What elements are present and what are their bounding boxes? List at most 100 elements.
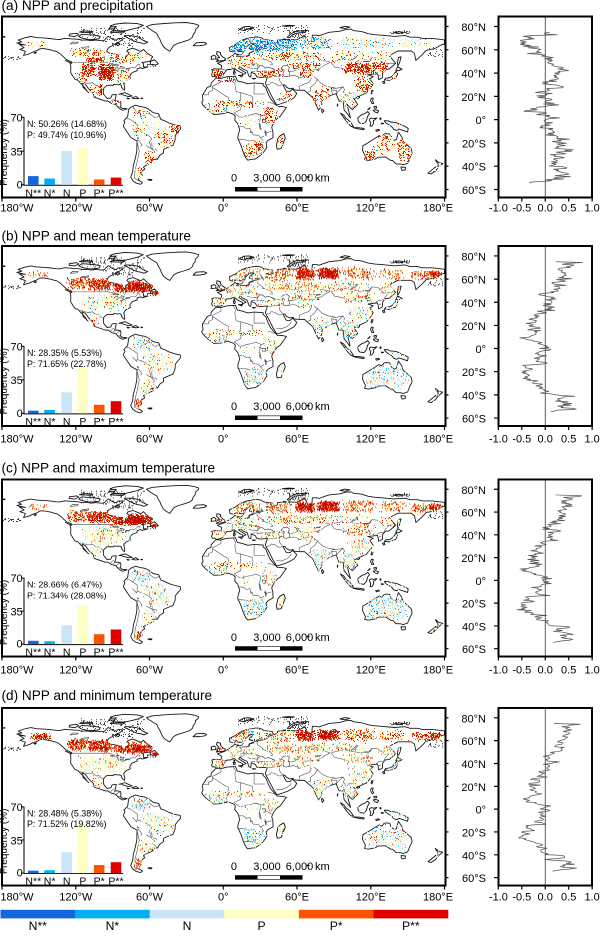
svg-text:1.0: 1.0: [584, 434, 599, 446]
svg-text:N: N: [63, 417, 71, 428]
svg-text:20°S: 20°S: [462, 367, 486, 379]
svg-text:-0.5: -0.5: [512, 203, 531, 215]
svg-text:P*: P*: [94, 417, 105, 428]
svg-text:35: 35: [10, 607, 22, 619]
svg-text:0°: 0°: [218, 434, 229, 446]
svg-text:80°N: 80°N: [461, 485, 486, 497]
svg-text:0°: 0°: [218, 203, 229, 215]
svg-text:20°S: 20°S: [462, 138, 486, 150]
svg-text:20°S: 20°S: [462, 828, 486, 840]
svg-text:0°: 0°: [475, 344, 486, 356]
svg-text:P**: P**: [108, 647, 123, 658]
svg-text:40°N: 40°N: [461, 759, 486, 771]
svg-text:N: 28.48% (5.38%): N: 28.48% (5.38%): [27, 808, 102, 818]
svg-text:60°W: 60°W: [136, 434, 164, 446]
svg-text:0: 0: [17, 180, 23, 192]
svg-text:0.0: 0.0: [538, 434, 553, 446]
svg-text:180°W: 180°W: [0, 665, 34, 677]
svg-text:180°E: 180°E: [423, 665, 453, 677]
svg-text:0.5: 0.5: [561, 892, 576, 904]
svg-text:40°S: 40°S: [462, 850, 486, 862]
svg-text:60°E: 60°E: [285, 203, 309, 215]
svg-text:70: 70: [10, 573, 22, 585]
svg-text:P: 71.65% (22.78%): P: 71.65% (22.78%): [27, 359, 107, 369]
svg-text:180°E: 180°E: [423, 203, 453, 215]
svg-text:N: 50.26% (14.68%): N: 50.26% (14.68%): [27, 119, 107, 129]
svg-text:120°W: 120°W: [59, 665, 93, 677]
svg-text:1.0: 1.0: [584, 203, 599, 215]
svg-text:N*: N*: [44, 417, 56, 428]
svg-text:0.5: 0.5: [561, 665, 576, 677]
svg-text:P**: P**: [108, 187, 123, 199]
svg-text:0: 0: [17, 868, 23, 880]
svg-text:P: 71.52% (19.82%): P: 71.52% (19.82%): [27, 819, 107, 829]
svg-text:120°E: 120°E: [356, 203, 386, 215]
svg-text:60°N: 60°N: [461, 45, 486, 57]
svg-text:180°E: 180°E: [423, 434, 453, 446]
svg-text:N*: N*: [44, 876, 56, 887]
svg-text:60°N: 60°N: [461, 275, 486, 287]
svg-text:N: N: [63, 187, 71, 199]
svg-text:0.0: 0.0: [538, 892, 553, 904]
svg-text:35: 35: [10, 375, 22, 387]
svg-text:Frequency (%): Frequency (%): [0, 809, 10, 875]
svg-text:P: P: [79, 187, 86, 199]
svg-text:P*: P*: [94, 187, 105, 199]
svg-text:Frequency (%): Frequency (%): [0, 119, 10, 186]
svg-text:60°S: 60°S: [462, 644, 486, 656]
svg-text:-1.0: -1.0: [489, 434, 508, 446]
svg-text:0°: 0°: [218, 892, 229, 904]
svg-text:60°S: 60°S: [462, 185, 486, 197]
svg-text:60°E: 60°E: [285, 665, 309, 677]
svg-text:70: 70: [10, 802, 22, 814]
svg-text:20°S: 20°S: [462, 599, 486, 611]
svg-text:60°W: 60°W: [136, 892, 164, 904]
svg-text:-0.5: -0.5: [512, 665, 531, 677]
svg-text:20°N: 20°N: [461, 782, 486, 794]
svg-text:60°S: 60°S: [462, 414, 486, 426]
svg-text:N: N: [63, 876, 71, 887]
svg-text:Frequency (%): Frequency (%): [0, 348, 10, 414]
svg-text:N**: N**: [25, 417, 41, 428]
svg-text:(a) NPP and precipitation: (a) NPP and precipitation: [2, 0, 154, 13]
svg-text:Frequency (%): Frequency (%): [0, 580, 10, 645]
svg-text:P*: P*: [94, 876, 105, 887]
svg-text:180°W: 180°W: [0, 203, 34, 215]
svg-text:180°W: 180°W: [0, 892, 34, 904]
svg-text:P**: P**: [108, 417, 123, 428]
svg-text:80°N: 80°N: [461, 251, 486, 263]
svg-text:60°E: 60°E: [285, 892, 309, 904]
svg-text:N*: N*: [44, 187, 56, 199]
svg-text:N**: N**: [25, 876, 41, 887]
svg-text:120°E: 120°E: [356, 665, 386, 677]
svg-text:80°N: 80°N: [461, 22, 486, 34]
svg-text:120°E: 120°E: [356, 434, 386, 446]
svg-text:N**: N**: [29, 919, 48, 932]
svg-text:35: 35: [10, 147, 22, 159]
svg-text:1.0: 1.0: [584, 892, 599, 904]
svg-text:P*: P*: [94, 647, 105, 658]
svg-text:N**: N**: [25, 647, 41, 658]
svg-text:P: P: [79, 647, 86, 658]
svg-text:120°W: 120°W: [59, 434, 93, 446]
svg-text:0: 0: [17, 408, 23, 420]
svg-text:P**: P**: [402, 919, 420, 932]
svg-text:-0.5: -0.5: [512, 434, 531, 446]
svg-text:-1.0: -1.0: [489, 665, 508, 677]
svg-text:N*: N*: [44, 647, 56, 658]
svg-text:60°E: 60°E: [285, 434, 309, 446]
svg-text:N**: N**: [25, 187, 41, 199]
svg-text:40°S: 40°S: [462, 162, 486, 174]
svg-text:0°: 0°: [218, 665, 229, 677]
svg-text:N: 28.35% (5.53%): N: 28.35% (5.53%): [27, 348, 102, 358]
svg-text:P**: P**: [108, 876, 123, 887]
svg-text:N: N: [63, 647, 71, 658]
svg-text:0.0: 0.0: [538, 665, 553, 677]
svg-text:N: 28.66% (6.47%): N: 28.66% (6.47%): [27, 580, 102, 590]
svg-text:40°N: 40°N: [461, 530, 486, 542]
svg-text:P: 49.74% (10.96%): P: 49.74% (10.96%): [27, 130, 106, 140]
svg-text:80°N: 80°N: [461, 713, 486, 725]
svg-text:20°N: 20°N: [461, 92, 486, 104]
svg-text:N: N: [183, 919, 192, 932]
svg-text:60°W: 60°W: [136, 665, 164, 677]
